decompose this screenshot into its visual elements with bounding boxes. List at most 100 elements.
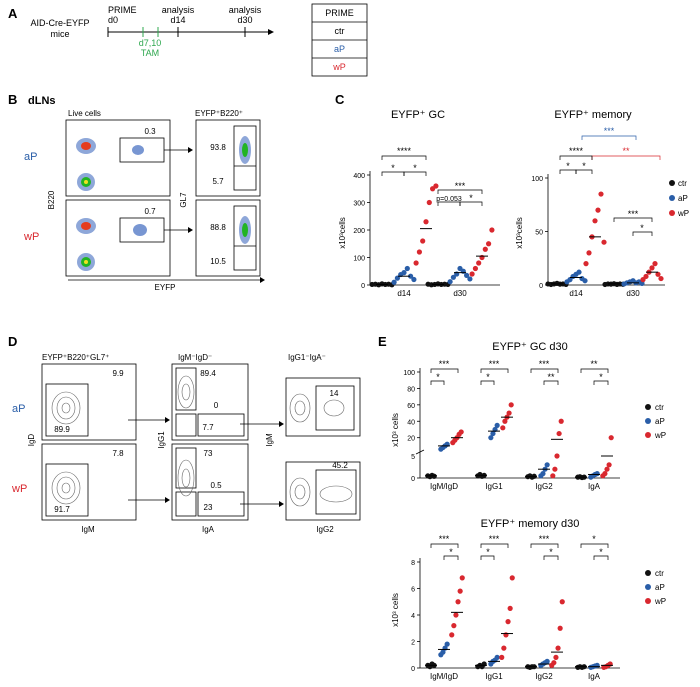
c-legend-ctr: ctr — [678, 179, 687, 188]
gate-d3: IgG1⁻IgA⁻ — [288, 353, 326, 362]
data-point — [586, 250, 592, 256]
gc-sig-p: p=0.053 — [436, 196, 462, 203]
series-ctr — [425, 661, 587, 670]
prime-label: PRIME — [108, 5, 137, 15]
data-point — [582, 278, 588, 284]
series-wP — [450, 402, 614, 479]
analysis-label-2: analysis — [229, 5, 262, 15]
d30-label: d30 — [237, 15, 252, 25]
data-point — [501, 645, 507, 651]
category-label: IgG2 — [535, 672, 553, 681]
d-arrowhead-1 — [165, 417, 170, 423]
mem-sig-2: ** — [622, 146, 630, 156]
data-point — [550, 473, 556, 479]
data-point — [404, 265, 410, 272]
y-tick-label: 8 — [411, 560, 415, 567]
series-wP — [413, 183, 495, 277]
et-sig-3: *** — [489, 359, 500, 369]
series-aP — [564, 269, 645, 287]
flow-plot-wp-gl7: 88.8 10.5 — [195, 199, 261, 277]
data-point — [449, 632, 455, 638]
y-tick-label: 80 — [407, 386, 415, 393]
d-yaxis-igd: IgD — [27, 434, 36, 447]
data-point — [606, 462, 612, 468]
et-legend-wp: wP — [654, 431, 666, 440]
data-point — [453, 612, 459, 618]
d14-label: d14 — [170, 15, 185, 25]
data-point — [554, 453, 560, 459]
data-point — [583, 261, 589, 267]
data-point — [490, 430, 496, 437]
wp-d-q-bl: 91.7 — [54, 505, 70, 514]
eb-sig-6: * — [549, 547, 553, 557]
axis-break — [415, 449, 425, 455]
eb-legend-wp: wP — [654, 597, 666, 606]
y-tick-label: 0 — [411, 476, 415, 483]
series-ctr — [425, 471, 587, 481]
data-point — [411, 276, 417, 283]
ap-d-neg: 7.7 — [202, 423, 214, 432]
d-yaxis-igg1: IgG1 — [157, 431, 166, 449]
data-point — [458, 429, 464, 435]
data-point — [451, 623, 457, 629]
data-point — [423, 219, 429, 225]
e-top-legend: ctr aP wP — [645, 403, 666, 440]
e-bottom-legend: ctr aP wP — [645, 569, 666, 606]
data-point — [592, 218, 598, 224]
gate-d1: EYFP⁺B220⁺GL7⁺ — [42, 353, 109, 362]
data-point — [426, 199, 432, 206]
memory-significance: *** ** **** * * *** * — [559, 126, 661, 236]
mouse-line-label-2: mice — [50, 29, 69, 39]
e-bottom-significance: *** * *** * *** * * * — [430, 534, 609, 560]
row-label-wp: wP — [23, 231, 39, 243]
data-point — [433, 183, 439, 189]
data-point — [494, 654, 500, 661]
legend-ctr: ctr — [335, 26, 345, 36]
d-xaxis-igm: IgM — [81, 525, 95, 534]
wp-d-igg1: 73 — [204, 449, 213, 458]
e-top-title: EYFP⁺ GC d30 — [492, 341, 568, 353]
category-label: d14 — [569, 289, 583, 298]
gc-ylabel: x10³cells — [338, 217, 347, 249]
wp-d-igg2: 45.2 — [332, 461, 348, 470]
data-point — [502, 418, 508, 424]
legend-title: PRIME — [325, 8, 354, 18]
legend-ap: aP — [334, 44, 345, 54]
flow-plot-wp-live: 0.7 — [65, 199, 171, 277]
data-point — [608, 435, 614, 441]
eb-sig-4: * — [486, 547, 490, 557]
y-axis-b220: B220 — [47, 190, 56, 209]
et-legend-ap: aP — [655, 417, 665, 426]
legend-wp: wP — [332, 62, 346, 72]
data-point — [556, 430, 562, 437]
mem-sig-5: * — [582, 161, 586, 171]
timeline-arrow — [268, 29, 274, 35]
gc-sig-5: * — [469, 193, 473, 203]
ap-d-q-tr: 9.9 — [112, 369, 124, 378]
data-point — [476, 260, 482, 266]
e-bottom-title: EYFP⁺ memory d30 — [481, 518, 580, 530]
d-arrowhead-2 — [279, 421, 284, 427]
panel-label-d: D — [8, 334, 17, 349]
e-top-ylabel: x10³ cells — [391, 413, 400, 447]
series-ctr — [545, 280, 626, 288]
eb-sig-5: *** — [539, 534, 550, 544]
wp-eyfp-pct: 0.7 — [144, 207, 156, 216]
data-point — [602, 471, 608, 477]
mem-sig-4: * — [566, 161, 570, 171]
prime-legend-table: PRIME ctr aP wP — [311, 3, 368, 77]
data-point — [557, 625, 563, 631]
wp-d-neg: 23 — [204, 503, 213, 512]
d-xaxis-iga: IgA — [202, 525, 215, 534]
data-point — [595, 207, 601, 213]
wp-d-q-tr: 7.8 — [112, 449, 124, 458]
d-arrowhead-4 — [279, 501, 284, 507]
memory-ylabel: x10³cells — [515, 217, 524, 249]
chart-memory-d30: 0 2 4 6 8 IgM/IgD IgG1 IgG2 IgA — [411, 558, 620, 681]
gc-chart-title: EYFP⁺ GC — [391, 109, 445, 121]
data-point — [643, 273, 649, 280]
series-aP — [438, 641, 600, 670]
y-tick-label: 100 — [353, 256, 365, 263]
y-tick-label: 5 — [411, 454, 415, 461]
chart-axes: 0 20 40 60 80 100 5 IgM/IgD IgG1 IgG2 IgA — [403, 368, 620, 491]
